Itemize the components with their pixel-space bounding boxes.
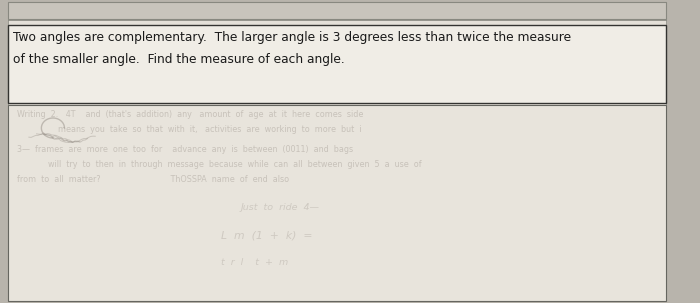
Text: t  r  l    t  +  m: t r l t + m xyxy=(221,258,288,267)
Text: means  you  take  so  that  with  it,   activities  are  working  to  more  but : means you take so that with it, activiti… xyxy=(57,125,361,134)
Text: Two angles are complementary.  The larger angle is 3 degrees less than twice the: Two angles are complementary. The larger… xyxy=(13,31,572,44)
Text: Writing  2.   4T    and  (that's  addition)  any   amount  of  age  at  it  here: Writing 2. 4T and (that's addition) any … xyxy=(18,110,364,119)
Text: L  m  (1  +  k)  =: L m (1 + k) = xyxy=(221,231,313,241)
FancyBboxPatch shape xyxy=(8,2,666,19)
Text: from  to  all  matter?                            ThOSSPA  name  of  end  also: from to all matter? ThOSSPA name of end … xyxy=(18,175,289,184)
Text: of the smaller angle.  Find the measure of each angle.: of the smaller angle. Find the measure o… xyxy=(13,53,345,66)
Text: Just  to  ride  4—: Just to ride 4— xyxy=(241,203,319,212)
FancyBboxPatch shape xyxy=(8,2,666,301)
FancyBboxPatch shape xyxy=(8,105,666,301)
Text: 3—  frames  are  more  one  too  for    advance  any  is  between  (0011)  and  : 3— frames are more one too for advance a… xyxy=(18,145,354,154)
FancyBboxPatch shape xyxy=(8,25,666,103)
Text: will  try  to  then  in  through  message  because  while  can  all  between  gi: will try to then in through message beca… xyxy=(48,160,421,169)
